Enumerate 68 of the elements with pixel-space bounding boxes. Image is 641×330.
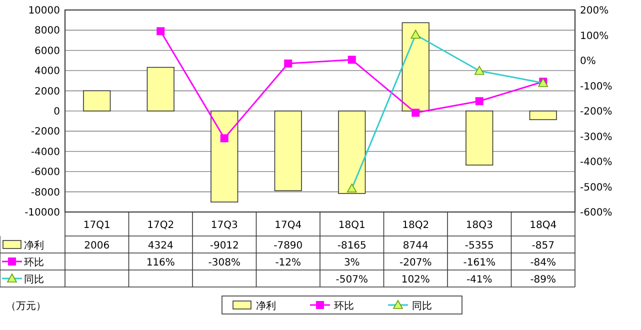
y2-tick-label: -500% [580, 182, 612, 194]
x-tick-label: 18Q2 [402, 220, 430, 231]
bar [210, 110, 238, 202]
point [475, 97, 484, 106]
data-label: 8744 [402, 240, 428, 252]
y2-tick-label: -300% [580, 132, 612, 143]
y2-tick-label: 0% [580, 56, 596, 67]
data-label: -5355 [464, 240, 494, 252]
data-label: -7890 [274, 240, 303, 252]
y2-tick-label: -600% [580, 208, 612, 218]
legend-label: 环比 [334, 300, 354, 312]
bar [529, 110, 557, 120]
bar [83, 90, 111, 112]
point [412, 108, 420, 117]
point [284, 60, 292, 68]
point [156, 27, 165, 36]
data-label: 102% [401, 274, 430, 286]
data-label: -161% [463, 258, 496, 268]
y2-tick-label: -400% [580, 157, 612, 168]
data-label: -89% [530, 274, 556, 286]
data-label: -857 [532, 240, 554, 252]
y2-tick-label: -100% [580, 81, 612, 92]
x-tick-label: 18Q1 [338, 220, 366, 231]
point [348, 56, 356, 64]
bar [338, 110, 366, 194]
bar [402, 22, 430, 112]
x-tick-label: 17Q1 [83, 220, 110, 231]
x-tick-label: 18Q4 [530, 220, 557, 231]
data-label: -8165 [337, 240, 366, 252]
y-tick-label: 8000 [34, 26, 60, 37]
y-tick-label: 0 [54, 106, 60, 118]
data-label: 4324 [148, 240, 174, 252]
data-label: -12% [275, 258, 302, 268]
y-tick-label: -8000 [30, 187, 60, 198]
legend-label: 净利 [24, 240, 44, 252]
data-label: -308% [208, 258, 240, 268]
legend-label: 同比 [412, 300, 432, 312]
point [220, 134, 228, 142]
y2-tick-label: 200% [580, 6, 609, 16]
y-tick-label: 6000 [34, 46, 60, 57]
text: 净利 [256, 301, 276, 312]
data-label: -9012 [210, 240, 239, 252]
data-label: -507% [336, 274, 368, 286]
x-tick-label: 18Q3 [466, 220, 493, 231]
data-label: 116% [146, 258, 175, 268]
x-tick-label: 17Q3 [210, 220, 238, 231]
x-tick-label: 17Q4 [274, 220, 302, 231]
y2-tick-label: 100% [580, 30, 609, 42]
text: 环比 [24, 258, 44, 268]
data-label: -207% [400, 258, 432, 268]
x-tick-label: 17Q2 [147, 220, 174, 231]
y-tick-label: -10000 [24, 208, 60, 218]
y-tick-label: -2000 [30, 126, 60, 138]
bar [466, 110, 494, 166]
data-label: -84% [530, 258, 556, 268]
y-tick-label: 10000 [28, 6, 60, 16]
y-tick-label: 2000 [34, 86, 60, 98]
y2-tick-label: -200% [580, 106, 612, 118]
text: 同比 [24, 274, 44, 286]
data-label: -41% [466, 274, 492, 286]
data-label: 3% [344, 258, 360, 268]
y-tick-label: -6000 [30, 167, 60, 178]
text: （万元） [6, 301, 46, 312]
bar [274, 110, 302, 192]
data-label: 2006 [84, 240, 110, 252]
y-tick-label: 4000 [34, 66, 60, 78]
y-tick-label: -4000 [30, 146, 60, 158]
bar [146, 66, 174, 112]
